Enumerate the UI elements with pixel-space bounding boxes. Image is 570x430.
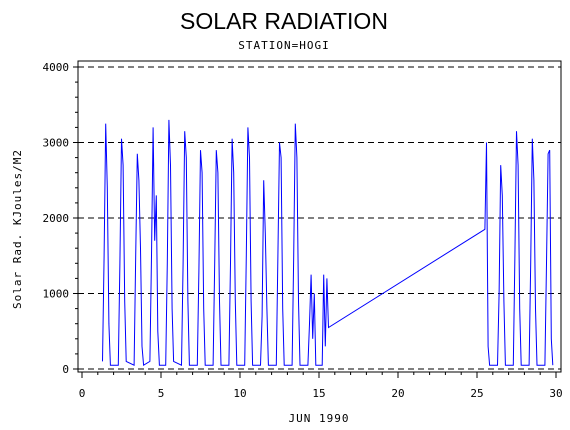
axes: 0 1000 2000 3000 4000 0 5 10 15 20 25 30 — [43, 61, 563, 400]
chart-title: SOLAR RADIATION — [180, 8, 388, 34]
x-tick-label: 25 — [470, 387, 483, 400]
series-layer — [102, 119, 554, 367]
series-line-solar-radiation — [102, 119, 554, 367]
y-tick-label: 1000 — [43, 288, 70, 301]
x-tick-label: 10 — [233, 387, 246, 400]
x-tick-label: 5 — [158, 387, 165, 400]
x-tick-label: 0 — [79, 387, 86, 400]
chart-subtitle: STATION=HOGI — [238, 39, 329, 52]
y-tick-label: 0 — [62, 363, 69, 376]
y-axis-label: Solar Rad. KJoules/M2 — [11, 149, 24, 309]
y-tick-label: 2000 — [43, 212, 70, 225]
x-tick-label: 15 — [312, 387, 325, 400]
x-tick-label: 20 — [391, 387, 404, 400]
x-tick-label: 30 — [549, 387, 562, 400]
y-tick-label: 4000 — [43, 61, 70, 74]
y-tick-label: 3000 — [43, 137, 70, 150]
grid-lines — [78, 66, 561, 370]
x-axis-label: JUN 1990 — [289, 412, 350, 425]
